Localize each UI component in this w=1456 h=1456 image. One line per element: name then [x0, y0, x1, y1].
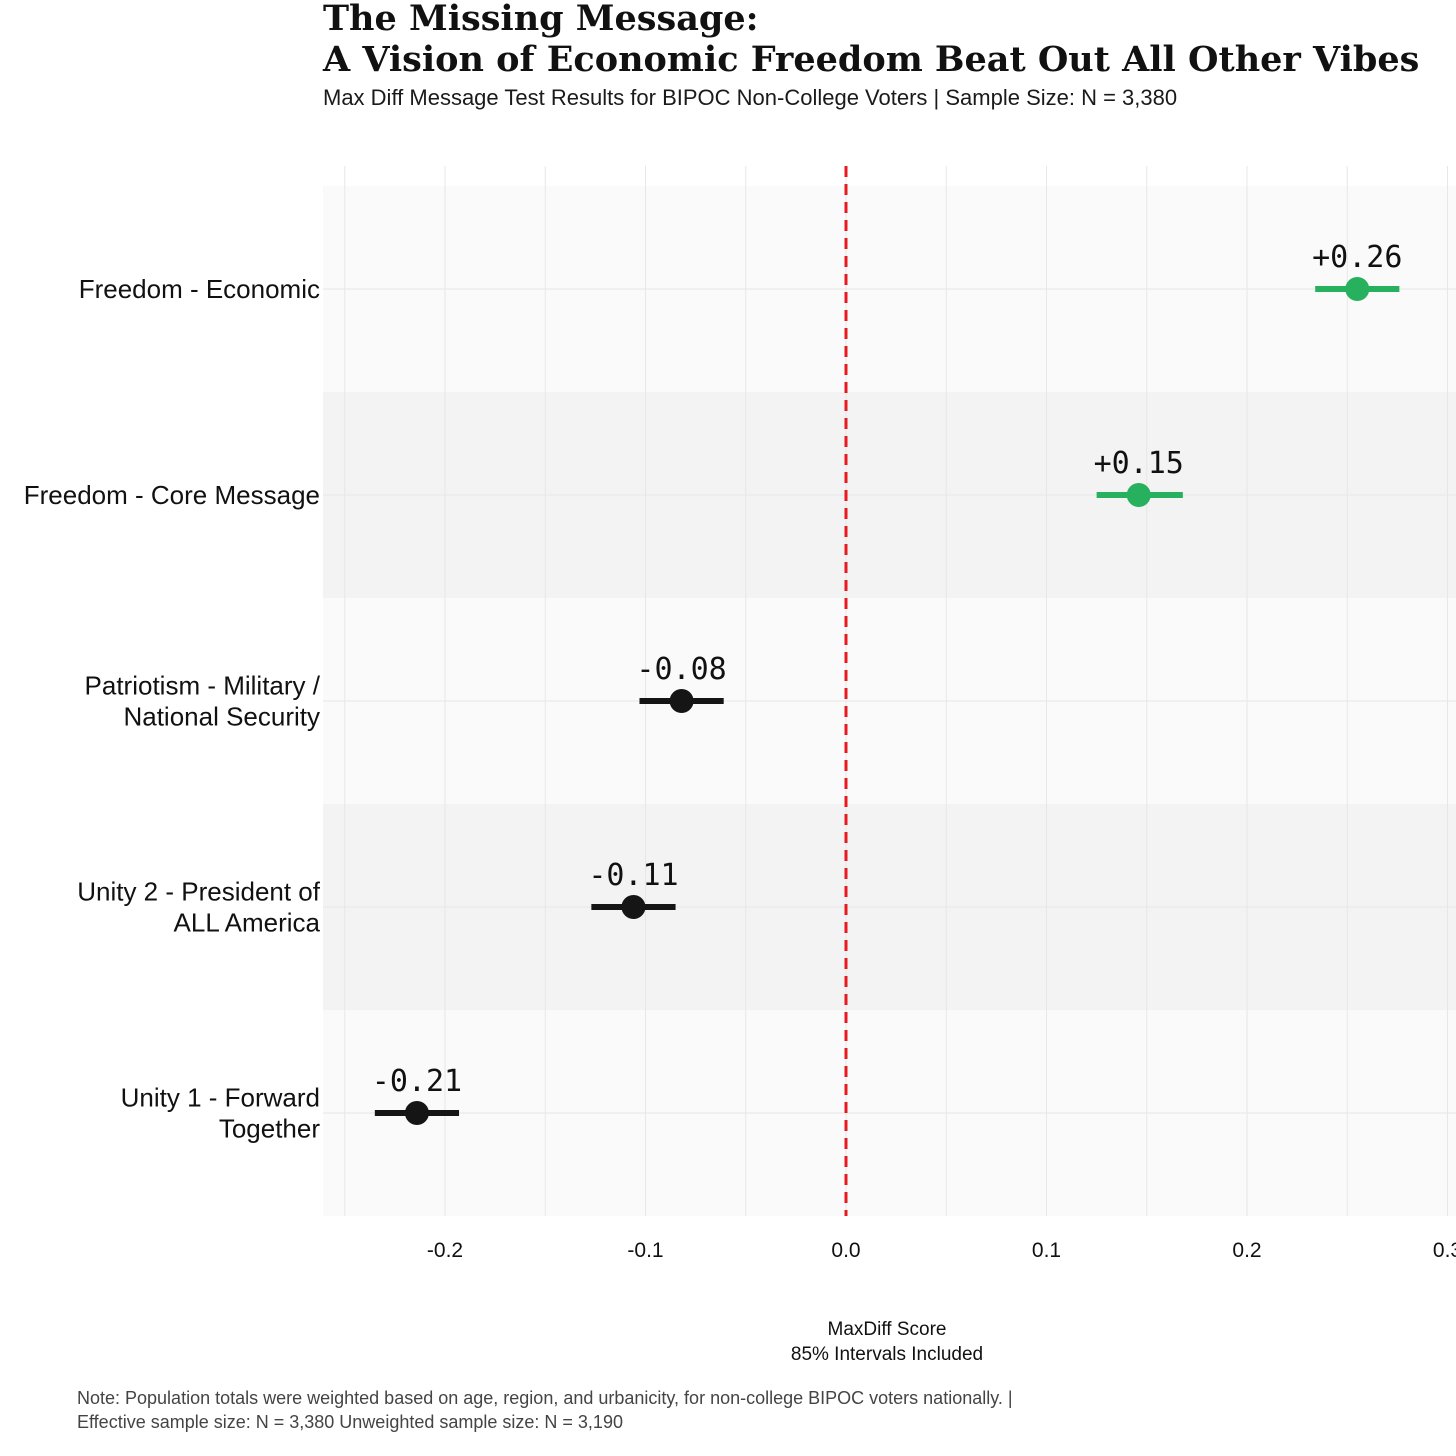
- y-axis-label: ALL America: [174, 908, 321, 938]
- chart-title-line-1: The Missing Message:: [323, 0, 759, 39]
- x-axis-tick-labels: -0.2 -0.1 0.0 0.1 0.2 0.3: [427, 1239, 1456, 1262]
- value-label: -0.11: [588, 858, 678, 893]
- x-axis-tick-label: 0.1: [1032, 1239, 1061, 1262]
- y-axis-labels: Freedom - Economic Freedom - Core Message…: [24, 274, 321, 1144]
- y-axis-label: National Security: [123, 702, 320, 732]
- x-axis-tick-label: -0.1: [627, 1239, 663, 1262]
- point-marker: [1345, 277, 1370, 301]
- value-label: -0.21: [372, 1064, 462, 1099]
- point-marker: [621, 895, 646, 919]
- y-axis-label: Unity 1 - Forward: [121, 1083, 320, 1113]
- value-label: +0.26: [1312, 240, 1402, 275]
- y-axis-label: Freedom - Economic: [79, 274, 320, 304]
- x-axis-tick-label: 0.2: [1232, 1239, 1261, 1262]
- y-axis-label: Unity 2 - President of: [77, 877, 321, 907]
- chart-subtitle: Max Diff Message Test Results for BIPOC …: [323, 85, 1178, 110]
- x-axis-tick-label: -0.2: [427, 1239, 463, 1262]
- point-marker: [1126, 483, 1151, 507]
- x-axis-title-line-1: MaxDiff Score: [827, 1319, 947, 1340]
- value-label: -0.08: [636, 652, 726, 687]
- value-label: +0.15: [1094, 446, 1184, 481]
- x-axis-title-line-2: 85% Intervals Included: [790, 1344, 984, 1365]
- chart-title-line-2: A Vision of Economic Freedom Beat Out Al…: [323, 39, 1420, 80]
- y-axis-label: Freedom - Core Message: [24, 480, 320, 510]
- data-marks: +0.26 +0.15 -0.08 -0.11 -0.21: [372, 240, 1402, 1125]
- x-axis-tick-label: 0.3: [1433, 1239, 1456, 1262]
- y-axis-label: Together: [219, 1114, 321, 1144]
- grid-lines: [323, 166, 1456, 1216]
- point-marker: [669, 689, 694, 713]
- x-axis-title: MaxDiff Score 85% Intervals Included: [727, 1317, 1047, 1367]
- chart-title: The Missing Message: A Vision of Economi…: [323, 0, 1419, 80]
- footnote-line-1: Note: Population totals were weighted ba…: [77, 1388, 1013, 1408]
- footnote-line-2: Effective sample size: N = 3,380 Unweigh…: [77, 1412, 623, 1432]
- maxdiff-dot-plot: +0.26 +0.15 -0.08 -0.11 -0.21 Freedom - Econ…: [24, 166, 1456, 1262]
- footnote: Note: Population totals were weighted ba…: [77, 1386, 1013, 1434]
- x-axis-tick-label: 0.0: [831, 1239, 860, 1262]
- y-axis-label: Patriotism - Military /: [85, 671, 321, 701]
- point-marker: [404, 1101, 429, 1125]
